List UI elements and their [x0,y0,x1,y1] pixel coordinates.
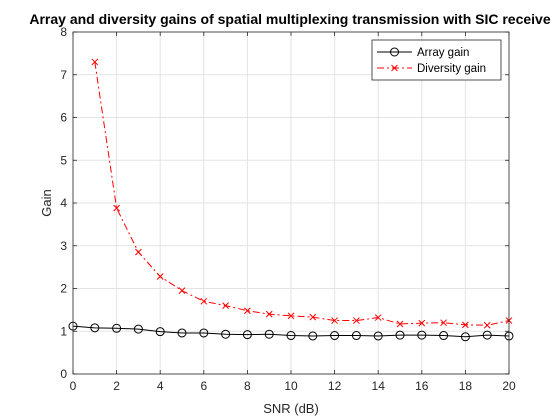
data-point-array-gain [155,327,165,337]
data-point-diversity-gain [309,313,317,321]
x-tick-label: 16 [415,379,429,393]
data-point-array-gain [242,330,252,340]
data-point-diversity-gain [178,287,186,294]
data-point-diversity-gain [222,302,229,309]
x-tick-label: 6 [200,379,207,393]
data-point-diversity-gain [156,273,164,280]
data-point-array-gain [177,328,187,338]
data-point-array-gain [112,323,122,333]
data-point-array-gain [286,331,296,341]
x-axis-label: SNR (dB) [263,401,319,416]
data-point-diversity-gain-stroke [396,320,404,328]
data-point-diversity-gain [396,320,404,328]
data-point-array-gain [199,328,209,338]
series-line-diversity-gain [94,61,510,326]
x-tick-label: 10 [284,379,298,393]
legend-marker-diversity-gain [391,64,398,72]
data-point-diversity-gain-stroke [178,287,186,294]
data-point-diversity-gain [135,248,142,256]
data-point-array-gain [330,331,340,341]
data-point-diversity-gain-stroke [156,273,164,280]
data-point-diversity-gain-stroke [91,58,99,66]
legend-box [371,39,502,81]
data-point-diversity-gain-stroke [309,313,317,321]
y-axis-label: Gain [39,189,54,216]
legend-item-diversity-gain: Diversity gain [377,63,486,75]
data-point-array-gain [221,329,231,339]
x-tick-label: 18 [459,379,473,393]
y-tick-label: 0 [60,367,67,381]
data-point-diversity-gain [353,317,360,324]
data-point-diversity-gain [374,314,382,321]
legend-marker-diversity-gain-stroke [391,64,398,72]
data-point-diversity-gain-stroke [244,307,251,315]
x-tick-label: 2 [113,379,120,393]
x-tick-label: 20 [502,379,516,393]
data-point-diversity-gain-stroke [418,319,426,327]
data-point-diversity-gain [483,321,491,329]
data-point-diversity-gain [418,319,426,327]
x-tick-label: 14 [372,379,386,393]
y-tick-label: 2 [60,282,67,296]
data-point-array-gain [395,330,405,340]
data-point-diversity-gain [287,312,295,320]
y-tick-label: 1 [60,324,67,338]
data-point-array-gain [417,330,427,340]
legend: Array gain Diversity gain [371,39,502,81]
chart-title: Array and diversity gains of spatial mul… [29,11,550,27]
data-point-diversity-gain-stroke [353,317,360,324]
data-point-diversity-gain-stroke [483,321,491,329]
y-tick-label: 5 [60,153,67,167]
y-tick-label: 3 [60,239,67,253]
data-point-array-gain [482,330,492,340]
data-point-diversity-gain [244,307,251,315]
series-line-array-gain [72,325,510,338]
data-point-diversity-gain [462,321,469,329]
data-point-diversity-gain-stroke [135,248,142,256]
data-point-diversity-gain-stroke [113,204,120,212]
data-point-array-gain [308,331,318,341]
y-tick-label: 4 [60,196,67,210]
legend-label-diversity-gain: Diversity gain [417,63,486,75]
data-point-array-gain [90,323,100,333]
data-point-diversity-gain [113,204,120,212]
data-point-diversity-gain [331,317,338,324]
legend-item-array-gain: Array gain [377,47,469,59]
data-point-array-gain [133,324,143,334]
data-point-array-gain [439,331,449,341]
data-point-array-gain [264,329,274,339]
legend-marker-array-gain [390,47,399,57]
data-point-array-gain [351,331,361,341]
data-point-diversity-gain-stroke [287,312,295,320]
data-point-diversity-gain-stroke [331,317,338,324]
data-point-diversity-gain-stroke [200,297,208,305]
data-point-diversity-gain-stroke [462,321,469,329]
data-point-diversity-gain [440,319,447,327]
y-tick-label: 8 [60,25,67,39]
data-point-array-gain [373,331,383,341]
data-point-diversity-gain [200,297,208,305]
legend-label-array-gain: Array gain [417,47,469,59]
x-tick-label: 8 [244,379,251,393]
data-point-diversity-gain-stroke [222,302,229,309]
data-point-diversity-gain-stroke [440,319,447,327]
y-tick-label: 7 [60,68,67,82]
x-tick-label: 4 [157,379,164,393]
data-point-diversity-gain [265,310,273,318]
data-point-diversity-gain [91,58,99,66]
data-point-diversity-gain-stroke [265,310,273,318]
y-tick-label: 6 [60,111,67,125]
data-point-array-gain [460,332,470,342]
x-tick-label: 12 [328,379,342,393]
plot-frame [72,31,510,375]
x-tick-label: 0 [70,379,77,393]
data-point-diversity-gain-stroke [374,314,382,321]
